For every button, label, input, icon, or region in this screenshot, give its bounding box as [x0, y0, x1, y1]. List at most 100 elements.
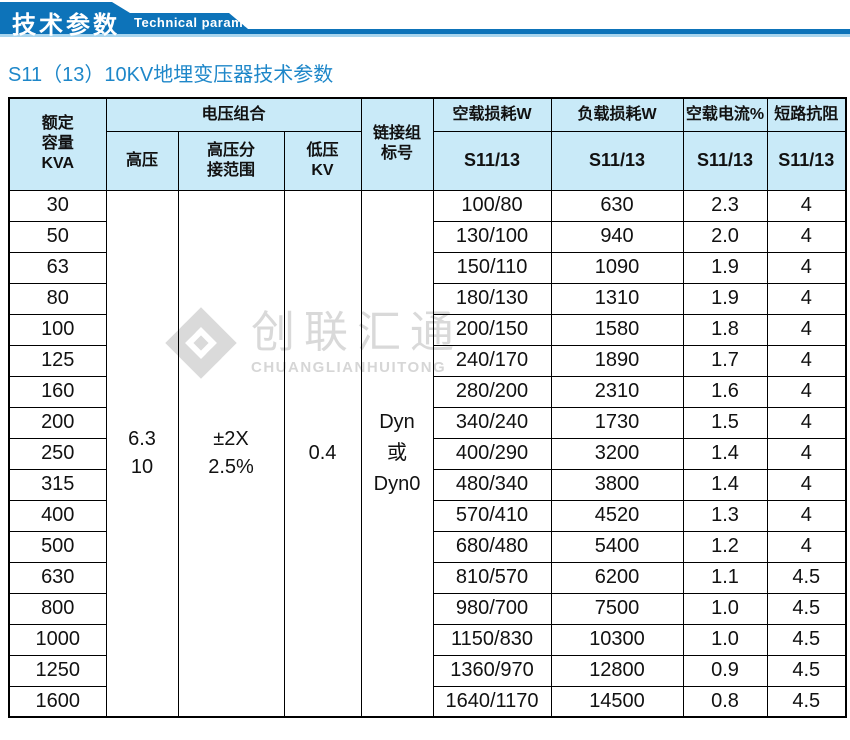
- header-model-load-loss: S11/13: [550, 130, 684, 191]
- spec-table: 额定 容量 KVA 电压组合 链接组 标号 空载损耗W 负载损耗W 空载电流% …: [8, 97, 847, 718]
- header-lv: 低压 KV: [283, 130, 362, 191]
- header-vector-group: 链接组 标号: [360, 97, 434, 191]
- cell-load-loss: 14500: [550, 685, 684, 718]
- cell-kva: 500: [8, 530, 107, 563]
- cell-hv: 6.3 10: [105, 189, 179, 718]
- cell-no-load-current: 0.8: [682, 685, 768, 718]
- cell-kva: 200: [8, 406, 107, 439]
- cell-lv: 0.4: [283, 189, 362, 718]
- cell-load-loss: 4520: [550, 499, 684, 532]
- cell-no-load-current: 1.8: [682, 313, 768, 346]
- cell-no-load-current: 1.9: [682, 282, 768, 315]
- table-row: 250 400/290 3200 1.4 4: [8, 437, 847, 470]
- cell-no-load-current: 1.7: [682, 344, 768, 377]
- header-hv-tap: 高压分 接范围: [177, 130, 285, 191]
- cell-no-load-current: 2.0: [682, 220, 768, 253]
- table-body: 30 6.3 10 ±2X 2.5% 0.4 Dyn 或 Dyn0 100/80 630 2.…: [8, 189, 847, 718]
- header-load-loss: 负载损耗W: [550, 97, 684, 132]
- cell-no-load-loss: 280/200: [432, 375, 552, 408]
- cell-load-loss: 1890: [550, 344, 684, 377]
- cell-no-load-current: 1.4: [682, 437, 768, 470]
- cell-no-load-loss: 200/150: [432, 313, 552, 346]
- cell-no-load-loss: 680/480: [432, 530, 552, 563]
- cell-no-load-loss: 240/170: [432, 344, 552, 377]
- header-no-load-current: 空载电流%: [682, 97, 768, 132]
- cell-hv-tap: ±2X 2.5%: [177, 189, 285, 718]
- table-row: 30 6.3 10 ±2X 2.5% 0.4 Dyn 或 Dyn0 100/80 630 2.…: [8, 189, 847, 718]
- cell-kva: 50: [8, 220, 107, 253]
- cell-load-loss: 12800: [550, 654, 684, 687]
- cell-load-loss: 3200: [550, 437, 684, 470]
- cell-no-load-current: 2.3: [682, 189, 768, 222]
- cell-impedance: 4: [766, 251, 847, 284]
- cell-load-loss: 1090: [550, 251, 684, 284]
- table-row: 800 980/700 7500 1.0 4.5: [8, 592, 847, 625]
- cell-no-load-current: 1.0: [682, 623, 768, 656]
- table-row: 80 180/130 1310 1.9 4: [8, 282, 847, 315]
- cell-no-load-loss: 1640/1170: [432, 685, 552, 718]
- cell-kva: 100: [8, 313, 107, 346]
- cell-kva: 1250: [8, 654, 107, 687]
- cell-impedance: 4.5: [766, 654, 847, 687]
- cell-impedance: 4: [766, 189, 847, 222]
- cell-load-loss: 10300: [550, 623, 684, 656]
- cell-load-loss: 1580: [550, 313, 684, 346]
- cell-no-load-loss: 980/700: [432, 592, 552, 625]
- cell-no-load-current: 1.4: [682, 468, 768, 501]
- cell-no-load-loss: 130/100: [432, 220, 552, 253]
- cell-kva: 125: [8, 344, 107, 377]
- cell-impedance: 4: [766, 499, 847, 532]
- cell-vector-group: Dyn 或 Dyn0: [360, 189, 434, 718]
- header-voltage-combo: 电压组合: [105, 97, 362, 132]
- cell-no-load-current: 1.3: [682, 499, 768, 532]
- page-title: S11（13）10KV地埋变压器技术参数: [8, 64, 334, 86]
- cell-no-load-current: 0.9: [682, 654, 768, 687]
- cell-no-load-loss: 1360/970: [432, 654, 552, 687]
- cell-kva: 160: [8, 375, 107, 408]
- cell-impedance: 4: [766, 313, 847, 346]
- header-model-no-load-loss: S11/13: [432, 130, 552, 191]
- cell-no-load-current: 1.5: [682, 406, 768, 439]
- table-row: 160 280/200 2310 1.6 4: [8, 375, 847, 408]
- cell-impedance: 4: [766, 220, 847, 253]
- cell-impedance: 4: [766, 437, 847, 470]
- table-row: 400 570/410 4520 1.3 4: [8, 499, 847, 532]
- cell-no-load-loss: 340/240: [432, 406, 552, 439]
- cell-impedance: 4.5: [766, 561, 847, 594]
- cell-no-load-current: 1.1: [682, 561, 768, 594]
- cell-load-loss: 7500: [550, 592, 684, 625]
- cell-kva: 630: [8, 561, 107, 594]
- header-row-1: 额定 容量 KVA 电压组合 链接组 标号 空载损耗W 负载损耗W 空载电流% …: [8, 97, 847, 191]
- cell-kva: 800: [8, 592, 107, 625]
- cell-kva: 30: [8, 189, 107, 222]
- cell-no-load-loss: 810/570: [432, 561, 552, 594]
- cell-impedance: 4.5: [766, 623, 847, 656]
- cell-no-load-loss: 480/340: [432, 468, 552, 501]
- cell-no-load-loss: 400/290: [432, 437, 552, 470]
- cell-kva: 80: [8, 282, 107, 315]
- cell-impedance: 4: [766, 406, 847, 439]
- cell-load-loss: 630: [550, 189, 684, 222]
- cell-no-load-current: 1.9: [682, 251, 768, 284]
- cell-impedance: 4: [766, 468, 847, 501]
- cell-kva: 315: [8, 468, 107, 501]
- table-row: 1600 1640/1170 14500 0.8 4.5: [8, 685, 847, 718]
- cell-no-load-loss: 150/110: [432, 251, 552, 284]
- header-capacity: 额定 容量 KVA: [8, 97, 107, 191]
- banner-title: 技术参数: [12, 12, 120, 39]
- banner-subtitle-en: Technical parameter: [134, 15, 269, 30]
- cell-impedance: 4.5: [766, 685, 847, 718]
- top-banner: 技术参数 Technical parameter: [0, 0, 850, 44]
- banner-strip: [0, 29, 850, 34]
- cell-impedance: 4.5: [766, 592, 847, 625]
- table-row: 500 680/480 5400 1.2 4: [8, 530, 847, 563]
- banner-strip-light: [0, 34, 850, 37]
- cell-kva: 250: [8, 437, 107, 470]
- cell-impedance: 4: [766, 344, 847, 377]
- cell-load-loss: 1310: [550, 282, 684, 315]
- cell-no-load-loss: 100/80: [432, 189, 552, 222]
- cell-kva: 400: [8, 499, 107, 532]
- cell-kva: 1600: [8, 685, 107, 718]
- table-row: 63 150/110 1090 1.9 4: [8, 251, 847, 284]
- table-row: 1000 1150/830 10300 1.0 4.5: [8, 623, 847, 656]
